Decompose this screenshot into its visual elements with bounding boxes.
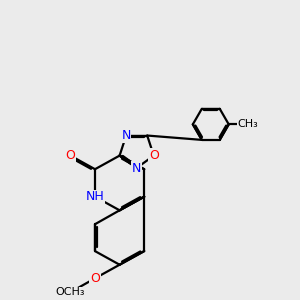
Text: N: N: [122, 129, 131, 142]
Text: OCH₃: OCH₃: [56, 287, 85, 297]
Text: O: O: [90, 272, 100, 285]
Text: CH₃: CH₃: [237, 119, 258, 129]
Text: NH: NH: [85, 190, 104, 203]
Text: N: N: [132, 161, 141, 175]
Text: O: O: [149, 149, 159, 162]
Text: O: O: [65, 149, 75, 162]
